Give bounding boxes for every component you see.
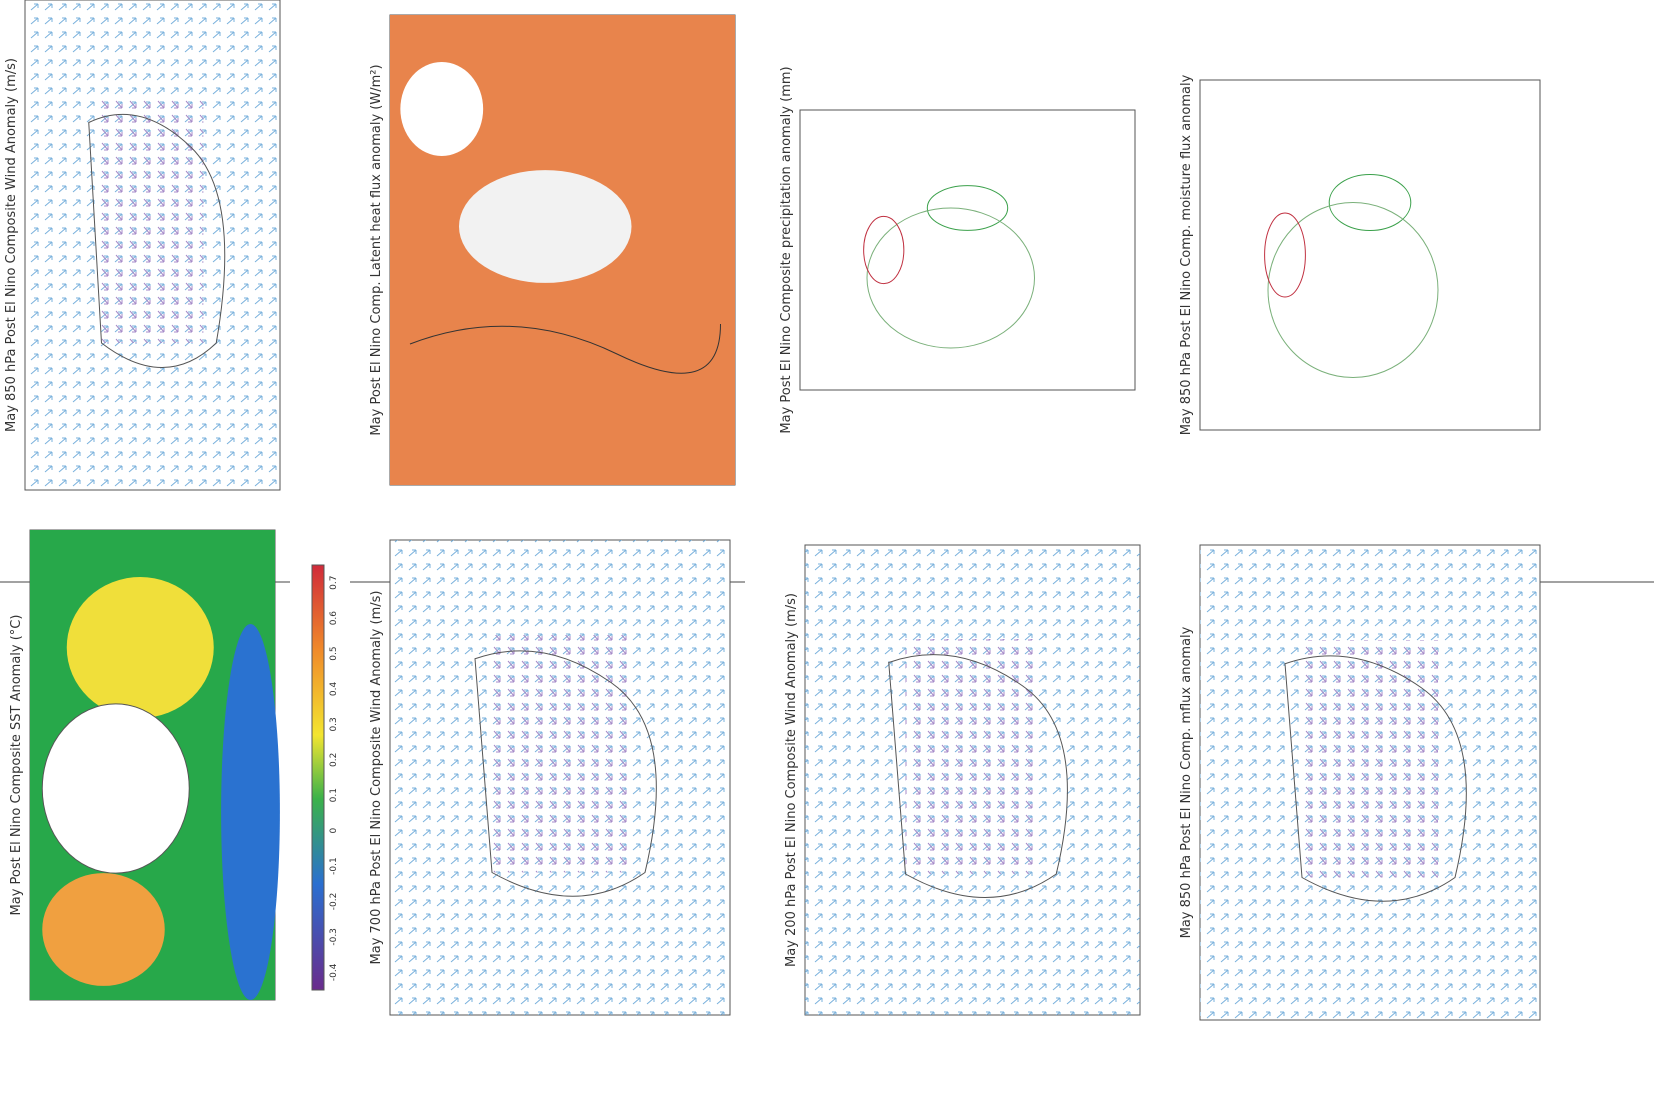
colorbar-label: 0.4 bbox=[329, 682, 339, 697]
map-panel: May 700 hPa Post El Nino Composite Wind … bbox=[369, 540, 730, 1015]
colorbar-label: 0.6 bbox=[329, 611, 339, 626]
sst-warm bbox=[67, 577, 214, 718]
map-panel: May 200 hPa Post El Nino Composite Wind … bbox=[784, 545, 1140, 1015]
panel-title: May 850 hPa Post El Nino Composite Wind … bbox=[4, 58, 19, 432]
colorbar-label: -0.2 bbox=[329, 893, 339, 911]
sst-cold bbox=[221, 624, 280, 1000]
panel-title: May 850 hPa Post El Nino Comp. moisture … bbox=[1179, 74, 1194, 435]
panel-title: May Post El Nino Composite precipitation… bbox=[779, 66, 794, 433]
colorbar-label: 0.3 bbox=[329, 717, 339, 731]
wind-vectors bbox=[102, 98, 204, 343]
colorbar-label: 0.5 bbox=[329, 646, 339, 660]
colorbar-label: 0.1 bbox=[329, 788, 339, 802]
page: {"panels": [ {"title": "May 850 hPa Post… bbox=[0, 0, 1654, 1097]
colorbar-label: 0.2 bbox=[329, 753, 339, 767]
map-panel: May 850 hPa Post El Nino Comp. mflux ano… bbox=[1179, 545, 1540, 1020]
colorbar-label: 0 bbox=[329, 827, 339, 833]
panel-title: May 200 hPa Post El Nino Composite Wind … bbox=[784, 593, 799, 967]
map-panel: May 850 hPa Post El Nino Composite Wind … bbox=[4, 0, 280, 490]
colorbar-label: -0.4 bbox=[329, 963, 339, 981]
wind-vectors bbox=[1302, 640, 1438, 878]
map-panel: May Post El Nino Composite precipitation… bbox=[779, 66, 1135, 433]
flux-gap bbox=[459, 170, 632, 283]
map-panel: May 850 hPa Post El Nino Comp. moisture … bbox=[1179, 74, 1540, 435]
panel-title: May 700 hPa Post El Nino Composite Wind … bbox=[369, 591, 384, 965]
map-panel: May Post El Nino Comp. Latent heat flux … bbox=[369, 15, 735, 485]
wind-vectors bbox=[906, 639, 1040, 874]
colorbar-label: -0.1 bbox=[329, 857, 339, 875]
panel-frame bbox=[800, 110, 1135, 390]
panel-title: May Post El Nino Comp. Latent heat flux … bbox=[369, 64, 384, 435]
colorbar-label: -0.3 bbox=[329, 928, 339, 946]
wind-vectors bbox=[492, 635, 628, 873]
land-mask bbox=[42, 704, 189, 873]
flux-gap bbox=[400, 62, 483, 156]
map-panel: May Post El Nino Composite SST Anomaly (… bbox=[9, 530, 280, 1000]
panel-title: May Post El Nino Composite SST Anomaly (… bbox=[9, 615, 24, 916]
sst-warm bbox=[42, 873, 165, 986]
panel-frame bbox=[1200, 80, 1540, 430]
colorbar-label: 0.7 bbox=[329, 576, 339, 590]
figure-page: May 850 hPa Post El Nino Composite Wind … bbox=[0, 0, 1654, 1097]
colorbar bbox=[312, 565, 324, 990]
panel-title: May 850 hPa Post El Nino Comp. mflux ano… bbox=[1179, 626, 1194, 938]
